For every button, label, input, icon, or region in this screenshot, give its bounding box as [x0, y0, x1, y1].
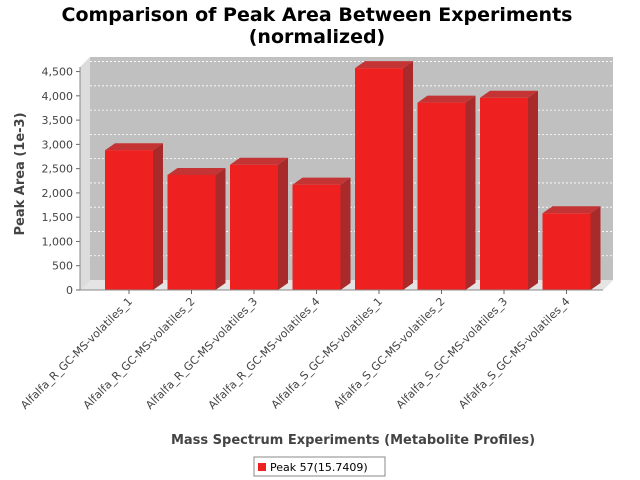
bar: [355, 61, 413, 291]
y-tick-label: 3,000: [42, 138, 74, 151]
y-axis-ticks: 0 500 1,000 1,500 2,000 2,500 3,000 3,500 4,000 4…: [42, 66, 603, 297]
y-tick-label: 1,000: [42, 235, 74, 248]
bar-top: [230, 157, 288, 165]
bar-front: [355, 68, 403, 290]
chart-title: Comparison of Peak Area Between Experime…: [62, 4, 573, 26]
bar: [292, 177, 351, 290]
bar-top: [480, 90, 538, 98]
bar-side: [215, 167, 226, 290]
x-tick-label: Alfalfa_R_GC-MS-volatiles_3: [143, 295, 260, 412]
bar-top: [292, 177, 351, 185]
bar-front: [480, 97, 528, 291]
bar: [105, 143, 163, 290]
bar: [542, 206, 601, 290]
bar: [480, 90, 538, 291]
x-tick-label: Alfalfa_R_GC-MS-volatiles_2: [81, 295, 198, 412]
bar-front: [417, 102, 466, 290]
bar: [417, 95, 476, 290]
y-axis-label: Peak Area (1e-3): [13, 112, 28, 235]
legend-label: Peak 57(15.7409): [270, 461, 368, 474]
bar-top: [542, 206, 601, 214]
x-axis-ticks: Alfalfa_R_GC-MS-volatiles_1Alfalfa_R_GC-…: [18, 290, 573, 412]
x-tick-label: Alfalfa_S_GC-MS-volatiles_4: [456, 295, 572, 411]
y-tick-label: 4,500: [42, 66, 74, 79]
x-tick-label: Alfalfa_S_GC-MS-volatiles_1: [269, 295, 385, 411]
bar-top: [355, 61, 413, 69]
bar-side: [403, 61, 413, 291]
bar-top: [417, 95, 476, 103]
bar-front: [292, 184, 341, 290]
x-tick-label: Alfalfa_S_GC-MS-volatiles_3: [394, 295, 510, 411]
y-tick-label: 2,500: [42, 163, 74, 176]
bar-front: [105, 150, 153, 290]
bar-top: [105, 143, 163, 151]
x-tick-label: Alfalfa_R_GC-MS-volatiles_1: [18, 295, 135, 412]
bar-top: [167, 167, 226, 175]
bar-side: [528, 90, 538, 291]
y-tick-label: 1,500: [42, 211, 74, 224]
legend-swatch: [258, 463, 266, 471]
x-axis-label: Mass Spectrum Experiments (Metabolite Pr…: [171, 433, 535, 448]
bar-side: [590, 206, 601, 290]
bar-side: [340, 177, 351, 290]
bar-front: [542, 213, 591, 290]
y-tick-label: 2,000: [42, 187, 74, 200]
bar: [230, 157, 288, 290]
y-tick-label: 4,000: [42, 90, 74, 103]
plot-left-wall: [80, 57, 90, 290]
bar-front: [167, 174, 216, 290]
bars-group: [105, 61, 601, 291]
x-tick-label: Alfalfa_S_GC-MS-volatiles_2: [331, 295, 447, 411]
bar-side: [153, 143, 163, 290]
y-tick-label: 500: [52, 260, 73, 273]
y-tick-label: 0: [66, 284, 73, 297]
x-tick-label: Alfalfa_R_GC-MS-volatiles_4: [206, 295, 323, 412]
y-tick-label: 3,500: [42, 114, 74, 127]
chart-subtitle: (normalized): [249, 26, 386, 48]
bar-side: [465, 95, 476, 290]
bar-front: [230, 164, 278, 290]
bar-side: [278, 157, 288, 290]
legend-box: [253, 456, 386, 477]
legend: Peak 57(15.7409): [253, 456, 386, 477]
bar: [167, 167, 226, 290]
